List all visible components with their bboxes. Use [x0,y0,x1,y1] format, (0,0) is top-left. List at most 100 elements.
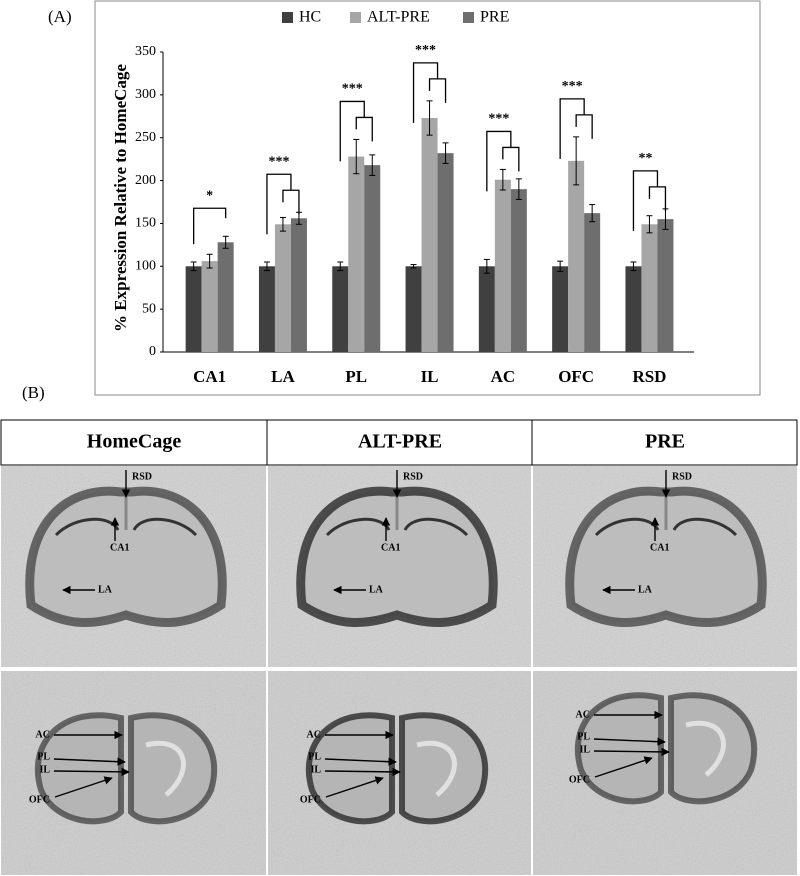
y-tick-label: 350 [135,44,156,59]
error-bar [573,136,580,186]
bar [552,266,569,352]
bar [332,266,349,352]
region-label: LA [369,584,384,595]
brain-section [574,692,758,805]
legend-swatch [350,12,361,23]
region-label: PL [308,751,321,762]
significance-label: ** [638,151,652,166]
bar [405,266,422,352]
y-tick-label: 250 [135,130,156,145]
bar [568,160,585,352]
legend-label: HC [299,9,321,26]
bar [437,153,454,352]
significance-label: *** [488,112,509,127]
bar [641,224,658,352]
error-bar [369,154,376,176]
x-tick-label: LA [271,367,295,386]
header-frame [0,419,798,466]
bar [478,266,495,352]
significance-bracket [355,116,373,142]
error-bar [279,216,286,232]
region-label: OFC [569,774,590,785]
bar [625,266,642,352]
significance-bracket [412,62,439,123]
brain-section [34,712,218,825]
region-label: AC [307,729,321,740]
panel-label: (A) [48,7,72,26]
error-bar [483,258,490,274]
bar [584,213,601,352]
region-label: PL [37,751,50,762]
column-header: ALT-PRE [358,431,442,453]
significance-bracket [502,146,520,172]
error-bar [557,260,564,272]
bar [494,179,511,352]
region-label: IL [310,764,321,775]
y-tick-label: 50 [142,301,156,316]
bar [348,156,365,352]
region-label: OFC [29,794,50,805]
arrow [593,737,666,746]
significance-label: *** [562,79,583,94]
x-tick-label: IL [421,367,439,386]
arrow [593,747,670,757]
y-axis-label: % Expression Relative to HomeCage [111,64,130,332]
significance-bracket [632,170,659,231]
panel-label: (B) [22,383,45,402]
bar [657,219,674,352]
region-label: CA1 [650,542,669,553]
y-tick-label: 0 [149,344,156,359]
arrow [325,776,384,798]
region-label: PL [577,731,590,742]
arrow [594,756,653,778]
region-label: RSD [403,471,423,482]
arrow [324,757,397,766]
region-label: RSD [132,471,152,482]
white-matter [685,720,726,777]
arrow [54,776,113,798]
bar [258,266,275,352]
error-bar [442,142,449,164]
x-tick-label: CA1 [193,367,226,386]
error-bar [426,100,433,136]
error-bar [206,253,213,269]
legend-swatch [463,12,474,23]
y-tick-label: 150 [135,216,156,231]
region-label: LA [98,584,113,595]
x-tick-label: RSD [632,367,666,386]
region-label: OFC [300,794,321,805]
significance-bracket [428,78,447,103]
error-bar [337,261,344,272]
bar [290,218,307,352]
bar [185,266,202,352]
y-tick-label: 200 [135,173,156,188]
error-bar [515,178,522,200]
significance-label: * [206,189,213,204]
significance-bracket [339,100,365,162]
region-label: CA1 [381,542,400,553]
significance-bracket [575,114,593,139]
x-tick-label: OFC [558,367,594,386]
region-label: RSD [672,471,692,482]
error-bar [589,204,596,223]
significance-bracket [282,189,300,215]
chart-frame [94,0,761,396]
significance-bracket [486,130,512,192]
error-bar [222,235,229,249]
significance-label: *** [268,155,289,170]
bar [217,242,234,352]
significance-bracket [193,207,227,245]
error-bar [263,261,270,272]
x-tick-label: PL [345,367,367,386]
white-matter [416,740,457,797]
region-label: CA1 [110,542,129,553]
white-matter [145,740,186,797]
bar [364,165,381,352]
y-tick-label: 300 [135,87,156,102]
bar [421,118,438,352]
significance-bracket [559,98,585,159]
legend-swatch [282,12,293,23]
legend-label: ALT-PRE [367,9,430,26]
column-header: PRE [645,431,685,453]
